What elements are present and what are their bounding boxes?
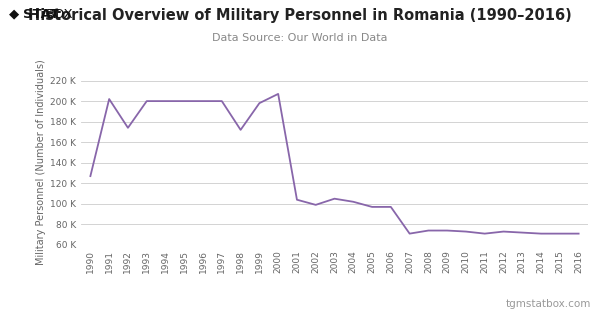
- Text: Historical Overview of Military Personnel in Romania (1990–2016): Historical Overview of Military Personne…: [28, 8, 572, 23]
- Text: BOX: BOX: [46, 8, 74, 21]
- Text: ◆: ◆: [9, 8, 19, 21]
- Text: STAT: STAT: [23, 8, 59, 21]
- Text: Data Source: Our World in Data: Data Source: Our World in Data: [212, 33, 388, 43]
- Text: tgmstatbox.com: tgmstatbox.com: [506, 299, 591, 309]
- Y-axis label: Military Personnel (Number of Individuals): Military Personnel (Number of Individual…: [36, 59, 46, 265]
